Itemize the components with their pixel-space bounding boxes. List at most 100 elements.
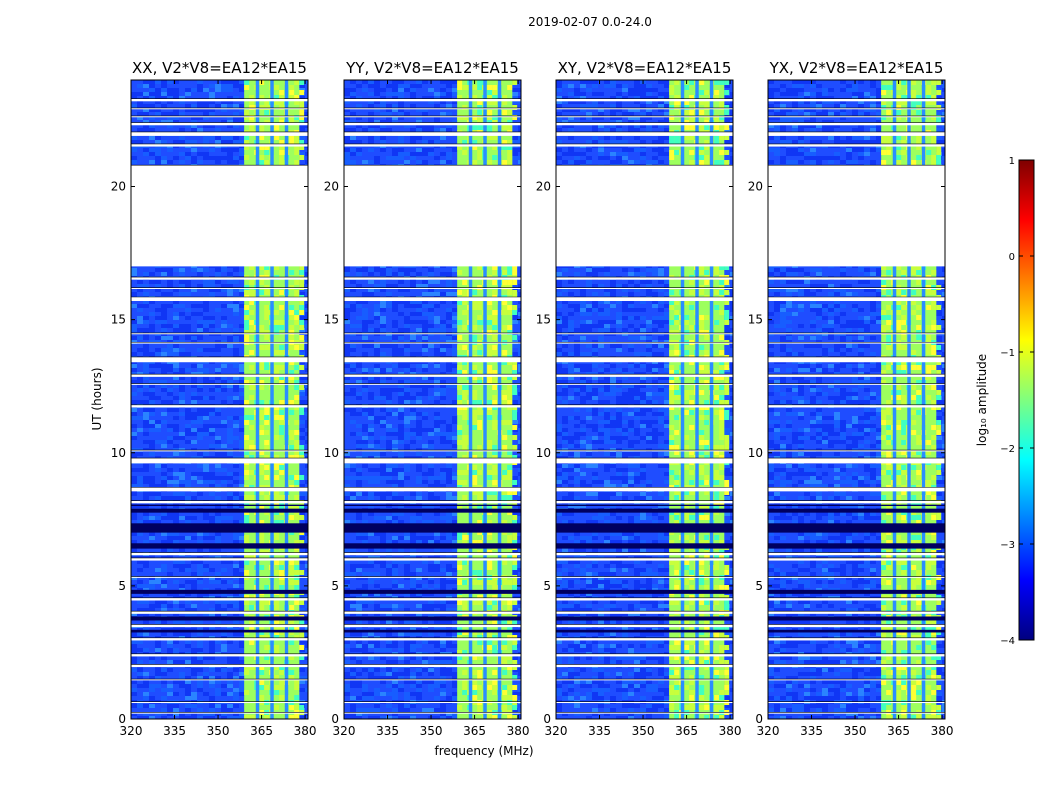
rfi-band-cell	[274, 465, 280, 470]
rfi-band-cell	[259, 160, 265, 165]
heatmap-noise-cell	[215, 608, 221, 612]
heatmap-noise-cell	[143, 284, 149, 288]
heatmap-noise-cell	[203, 672, 209, 676]
heatmap-noise-cell	[185, 516, 191, 520]
dark-row	[131, 508, 308, 513]
heatmap-noise-cell	[167, 660, 173, 664]
heatmap-noise-cell	[209, 292, 215, 296]
dark-row	[131, 523, 308, 533]
heatmap-noise-cell	[440, 432, 446, 436]
panel-heatmap	[344, 80, 521, 719]
heatmap-noise-cell	[143, 344, 149, 348]
heatmap-noise-cell	[380, 352, 386, 356]
heatmap-noise-cell	[446, 80, 452, 84]
heatmap-noise-cell	[203, 136, 209, 140]
heatmap-noise-cell	[404, 424, 410, 428]
heatmap-noise-cell	[350, 96, 356, 100]
heatmap-noise-cell	[185, 592, 191, 596]
heatmap-noise-cell	[203, 516, 209, 520]
heatmap-noise-cell	[143, 92, 149, 96]
rfi-band-cell	[244, 475, 250, 480]
heatmap-noise-cell	[209, 684, 215, 688]
heatmap-noise-cell	[161, 440, 167, 444]
heatmap-noise-cell	[446, 308, 452, 312]
heatmap-noise-cell	[209, 608, 215, 612]
heatmap-noise-cell	[440, 100, 446, 104]
heatmap-noise-cell	[221, 388, 227, 392]
heatmap-noise-cell	[404, 400, 410, 404]
heatmap-noise-cell	[518, 348, 521, 352]
heatmap-noise-cell	[149, 328, 155, 332]
heatmap-noise-cell	[374, 368, 380, 372]
heatmap-noise-cell	[185, 632, 191, 636]
heatmap-noise-cell	[173, 632, 179, 636]
flagged-row	[131, 624, 308, 628]
rfi-band-cell	[299, 655, 305, 660]
rfi-band-cell	[249, 385, 255, 390]
heatmap-noise-cell	[149, 428, 155, 432]
heatmap-noise-cell	[173, 80, 179, 84]
heatmap-noise-cell	[446, 152, 452, 156]
rfi-band-cell	[289, 335, 295, 340]
heatmap-noise-cell	[227, 280, 233, 284]
heatmap-noise-cell	[155, 620, 161, 624]
heatmap-noise-cell	[380, 324, 386, 328]
rfi-band-cell	[264, 455, 270, 460]
heatmap-noise-cell	[191, 668, 197, 672]
heatmap-noise-cell	[191, 400, 197, 404]
heatmap-noise-cell	[386, 268, 392, 272]
heatmap-noise-cell	[386, 104, 392, 108]
heatmap-noise-cell	[215, 436, 221, 440]
heatmap-noise-cell	[422, 336, 428, 340]
heatmap-noise-cell	[410, 84, 416, 88]
rfi-band-cell	[264, 290, 270, 295]
heatmap-noise-cell	[149, 408, 155, 412]
heatmap-noise-cell	[344, 272, 350, 276]
heatmap-noise-cell	[149, 420, 155, 424]
heatmap-noise-cell	[416, 420, 422, 424]
heatmap-noise-cell	[173, 364, 179, 368]
heatmap-noise-cell	[380, 396, 386, 400]
heatmap-noise-cell	[137, 92, 143, 96]
heatmap-noise-cell	[137, 648, 143, 652]
heatmap-noise-cell	[137, 384, 143, 388]
rfi-band-cell	[279, 105, 285, 110]
heatmap-noise-cell	[410, 280, 416, 284]
heatmap-noise-cell	[131, 648, 137, 652]
heatmap-noise-cell	[344, 268, 350, 272]
heatmap-noise-cell	[173, 564, 179, 568]
heatmap-noise-cell	[239, 604, 245, 608]
heatmap-noise-cell	[362, 440, 368, 444]
heatmap-noise-cell	[434, 364, 440, 368]
rfi-band-cell	[299, 145, 305, 150]
heatmap-noise-cell	[137, 684, 143, 688]
heatmap-noise-cell	[380, 420, 386, 424]
heatmap-noise-cell	[143, 468, 149, 472]
rfi-band-cell	[244, 515, 250, 520]
heatmap-noise-cell	[137, 632, 143, 636]
heatmap-noise-cell	[233, 84, 239, 88]
heatmap-noise-cell	[452, 100, 458, 104]
heatmap-noise-cell	[440, 160, 446, 164]
heatmap-noise-cell	[362, 428, 368, 432]
heatmap-noise-cell	[191, 140, 197, 144]
heatmap-noise-cell	[233, 364, 239, 368]
heatmap-noise-cell	[446, 436, 452, 440]
rfi-band-cell	[264, 315, 270, 320]
heatmap-noise-cell	[173, 348, 179, 352]
heatmap-noise-cell	[221, 612, 227, 616]
heatmap-noise-cell	[185, 704, 191, 708]
heatmap-noise-cell	[233, 688, 239, 692]
heatmap-noise-cell	[197, 716, 203, 719]
rfi-band-cell	[299, 320, 305, 325]
heatmap-noise-cell	[518, 364, 521, 368]
heatmap-noise-cell	[161, 476, 167, 480]
heatmap-noise-cell	[428, 280, 434, 284]
heatmap-noise-cell	[416, 320, 422, 324]
heatmap-noise-cell	[197, 408, 203, 412]
heatmap-noise-cell	[185, 680, 191, 684]
heatmap-noise-cell	[221, 420, 227, 424]
heatmap-noise-cell	[404, 304, 410, 308]
rfi-band-cell	[274, 665, 280, 670]
